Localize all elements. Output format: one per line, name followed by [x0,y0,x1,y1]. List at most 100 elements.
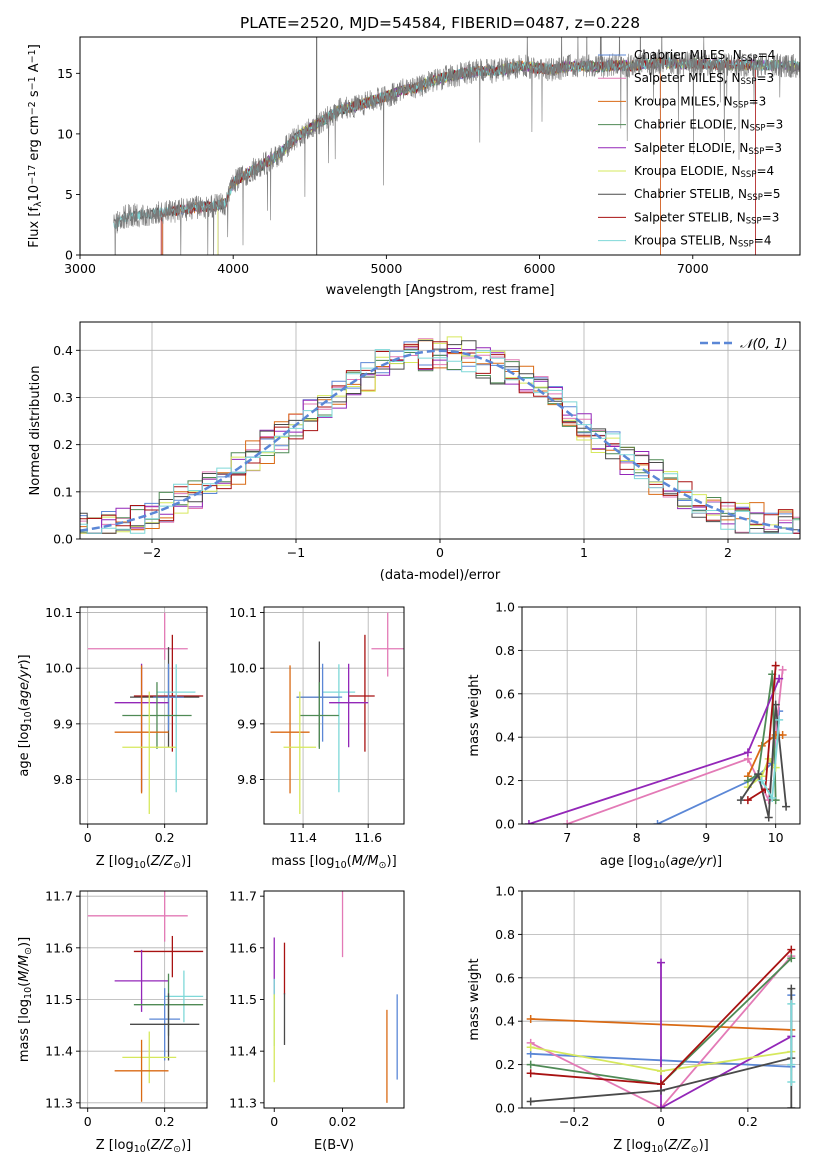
legend-count: =3 [749,94,767,108]
y-tick-label: 9.9 [237,716,257,731]
y-tick-label: 10.1 [45,605,73,620]
label-part: age [ [17,743,32,776]
label-part: 10 [27,185,42,202]
legend-label: Kroupa STELIB, N [634,234,738,248]
plot-area [273,891,398,1103]
label-part: ⊙ [691,1144,699,1155]
label-part: 10 [134,1144,146,1155]
histogram-chabrier-stelib [80,340,800,534]
axes-frame [521,606,801,825]
x-tick-label: 6000 [524,261,556,276]
label-part: age/yr [670,854,713,869]
panel-age_Z: 0 0.29.89.910.010.1Z [log10(Z/Z⊙)]age [lo… [17,605,208,871]
label-part: λ [33,201,44,207]
x-axis-label: E(B-V) [314,1138,354,1153]
label-part: log [114,1138,134,1153]
data-marker [782,802,791,811]
series-chabrier-miles [657,711,781,824]
y-tick-label: 0.4 [495,730,515,745]
label-part: log [17,999,32,1019]
legend-sub: SSP [742,54,758,64]
label-part: age [ [600,854,633,869]
legend-sub: SSP [733,101,749,111]
legend-label: Chabrier MILES, N [634,48,742,62]
legend-entry: Salpeter MILES, NSSP=3 [634,71,774,87]
legend-label: Chabrier ELODIE, N [634,118,750,132]
label-part: Z [ [96,1138,114,1153]
axes-frame [79,606,208,825]
x-tick-label: 11.6 [354,830,382,845]
y-axis-label: mass weight [467,674,482,756]
label-part: )] [181,1138,191,1153]
label-part: E(B-V) [314,1138,354,1153]
x-tick-label: 0 [84,1114,92,1129]
legend-count: =4 [758,48,776,62]
data-marker [526,1015,535,1024]
gaussian-curve [80,349,800,532]
legend-count: =4 [756,164,774,178]
plot-area [524,661,791,824]
data-marker [757,776,766,785]
label-part: log [315,854,335,869]
x-tick-label: 3000 [64,261,96,276]
label-part: mass [ [271,854,314,869]
y-tick-label: 10.1 [229,605,257,620]
y-tick-label: 11.6 [229,940,257,955]
label-part: Z [ [96,854,114,869]
panel-spectrum: 3000 4000 5000 6000 7000 0 5 10 15 PLATE=2520, MJ… [27,14,801,298]
plot-area [526,945,796,1108]
label-part: 10 [23,711,34,723]
histogram-salpeter-elodie [80,346,800,534]
y-tick-label: 11.4 [45,1044,73,1059]
x-tick-label: 4000 [217,261,249,276]
data-marker [657,1067,665,1076]
y-tick-label: 10.0 [229,661,257,676]
label-part: 10 [335,860,347,871]
label-part: log [633,854,653,869]
spectrum-data-line [113,37,800,255]
label-part: )] [181,854,191,869]
label-part: )] [17,654,32,664]
legend-label: Salpeter ELODIE, N [634,141,748,155]
y-tick-label: 0.6 [495,970,515,985]
legend-entry: 𝒩(0, 1) [740,337,787,352]
legend-label: Kroupa ELODIE, N [634,164,741,178]
x-tick-label: −2 [143,545,161,560]
legend-sub: SSP [738,240,754,250]
label-part: s [27,90,42,101]
plot-area [87,891,204,1102]
x-axis-label: mass [log10(M/M⊙)] [271,854,396,871]
y-tick-label: 0.8 [495,643,515,658]
y-tick-label: 0.0 [53,532,73,547]
label-part: ( [663,1138,668,1153]
data-marker [526,1043,535,1052]
plot-area [270,612,404,814]
y-axis-label: mass [log10(M/M⊙)] [17,937,34,1062]
y-tick-label: 10 [57,126,73,141]
plot-area [113,37,800,255]
label-part: log [17,723,32,743]
y-tick-label: 1.0 [495,884,515,899]
label-part: ( [146,1138,151,1153]
x-tick-label: 11.4 [289,830,317,845]
x-axis-label: (data-model)/error [380,568,501,583]
histogram-kroupa-stelib [80,349,800,534]
data-marker [653,820,662,824]
legend-sub: SSP [746,217,762,227]
y-tick-label: 9.9 [53,716,73,731]
data-marker [657,958,665,967]
y-tick-label: 0 [65,248,73,263]
y-tick-label: 0.2 [495,773,515,788]
data-marker [787,984,796,993]
x-tick-label: 0.02 [329,1114,357,1129]
legend-count: =3 [766,118,784,132]
label-part: 10 [653,860,665,871]
x-tick-label: 0 [657,1114,665,1129]
y-tick-label: 5 [65,187,73,202]
y-tick-label: 0.4 [53,343,73,358]
x-tick-label: 0 [84,830,92,845]
legend-label: Chabrier STELIB, N [634,187,747,201]
label-part: 10 [134,860,146,871]
label-part: ( [146,854,151,869]
